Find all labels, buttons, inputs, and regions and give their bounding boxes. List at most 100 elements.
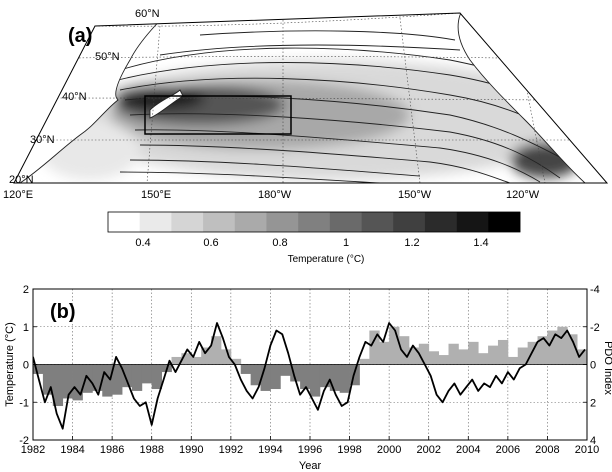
lat-label-60n: 60°N — [135, 8, 160, 20]
colorbar-cell — [139, 212, 172, 232]
pdo-bar — [557, 326, 568, 365]
y2-tick-label: -2 — [590, 322, 600, 334]
longitude-labels: 120°E 150°E 180°W 150°W 120°W — [3, 189, 540, 201]
x-tick-label: 1992 — [219, 444, 243, 456]
latitude-labels: 60°N 50°N 40°N 30°N 20°N — [9, 8, 160, 186]
y-tick-label: 1 — [23, 322, 29, 334]
pdo-bar — [141, 364, 153, 384]
pdo-bar — [389, 326, 400, 365]
pdo-bar — [448, 343, 459, 365]
pdo-bar — [240, 364, 252, 374]
pdo-bar — [260, 364, 271, 391]
colorbar-cells — [108, 212, 521, 232]
colorbar-tick-0-6: 0.6 — [203, 237, 218, 249]
lon-label-120e: 120°E — [3, 189, 33, 201]
colorbar-title: Temperature (°C) — [288, 254, 365, 265]
colorbar-cell — [298, 212, 331, 232]
pdo-bar — [399, 336, 410, 365]
pdo-bar — [280, 364, 291, 376]
pdo-bar — [131, 364, 143, 391]
pdo-bar — [418, 343, 430, 365]
pdo-bar — [310, 364, 321, 397]
y-tick-label: -1 — [19, 397, 29, 409]
pdo-bar — [339, 364, 350, 393]
pdo-bar — [379, 341, 390, 365]
colorbar-cell — [266, 212, 299, 232]
pdo-bar — [72, 364, 83, 401]
x-tick-label: 1984 — [60, 444, 84, 456]
y-tick-label: 2 — [23, 284, 29, 296]
colorbar-tick-1-2: 1.2 — [404, 237, 419, 249]
colorbar-cell — [361, 212, 394, 232]
map-frame — [13, 12, 609, 184]
pdo-bar — [359, 358, 370, 365]
x-tick-label: 1994 — [258, 444, 282, 456]
x-tick-label: 2004 — [456, 444, 480, 456]
pdo-bar — [478, 353, 489, 365]
pdo-bar — [102, 364, 113, 397]
colorbar-cell — [234, 212, 267, 232]
lon-label-180w: 180°W — [258, 189, 292, 201]
lat-label-50n: 50°N — [95, 51, 120, 63]
x-tick-label: 2002 — [416, 444, 440, 456]
pdo-bar — [329, 364, 341, 391]
colorbar-cell — [203, 212, 236, 232]
colorbar-cell — [108, 212, 140, 232]
pdo-bar — [112, 364, 123, 395]
y2-tick-label: -4 — [590, 284, 600, 296]
pdo-bar — [42, 364, 54, 395]
colorbar-cell — [329, 212, 362, 232]
panel-b-label: (b) — [50, 301, 76, 323]
pdo-bar — [468, 341, 479, 365]
x-tick-label: 2010 — [575, 444, 599, 456]
lon-label-150e: 150°E — [141, 189, 171, 201]
colorbar-cell — [456, 212, 489, 232]
x-axis-ticks: 1982 1984 1986 1988 1990 1992 1994 1996 1998 2000… — [21, 436, 599, 456]
temperature-line — [33, 322, 586, 430]
pdo-bar — [458, 349, 469, 365]
colorbar: 0.4 0.6 0.8 1 1.2 1.4 Temperature (°C) — [107, 211, 521, 265]
colorbar-cell — [424, 212, 457, 232]
colorbar-tick-0-4: 0.4 — [135, 237, 150, 249]
colorbar-tick-1-4: 1.4 — [473, 237, 488, 249]
pdo-bar — [577, 349, 587, 365]
colorbar-cell — [488, 212, 521, 232]
pdo-bar — [300, 364, 311, 390]
pdo-bar — [507, 356, 519, 365]
lat-label-40n: 40°N — [62, 91, 87, 103]
x-tick-label: 1986 — [100, 444, 124, 456]
time-series-chart: 1982 1984 1986 1988 1990 1992 1994 1996 1998 2000… — [19, 284, 600, 456]
pdo-bar — [62, 364, 73, 399]
pdo-bar — [517, 347, 529, 365]
y2-axis-ticks: -4 -2 0 2 4 — [583, 284, 600, 447]
lon-label-150w: 150°W — [398, 189, 432, 201]
pdo-bar — [211, 336, 222, 365]
pdo-bar — [527, 341, 538, 365]
lat-label-30n: 30°N — [30, 134, 55, 146]
x-tick-label: 1998 — [337, 444, 361, 456]
pdo-bar — [220, 349, 232, 365]
colorbar-frame — [107, 211, 521, 233]
pdo-bar — [191, 356, 202, 365]
y2-tick-label: 4 — [590, 435, 596, 447]
y2-tick-label: 0 — [590, 360, 596, 372]
colorbar-tick-0-8: 0.8 — [272, 237, 287, 249]
pdo-bar — [201, 347, 212, 365]
x-tick-label: 2000 — [377, 444, 401, 456]
y2-axis-label: PDO Index — [602, 341, 612, 395]
colorbar-cell — [393, 212, 426, 232]
y-axis-ticks: 2 1 0 -1 -2 — [19, 284, 37, 447]
pdo-bar — [230, 358, 242, 365]
colorbar-cell — [171, 212, 204, 232]
pdo-bar — [270, 364, 281, 390]
pdo-bar — [369, 330, 380, 365]
y-tick-label: -2 — [19, 435, 29, 447]
pdo-bar — [408, 347, 420, 365]
x-tick-label: 1990 — [179, 444, 203, 456]
x-tick-label: 1988 — [139, 444, 163, 456]
panel-a-label: (a) — [68, 25, 92, 47]
pdo-bar — [428, 351, 440, 365]
pdo-bar — [250, 364, 261, 386]
pdo-bar — [92, 364, 103, 391]
